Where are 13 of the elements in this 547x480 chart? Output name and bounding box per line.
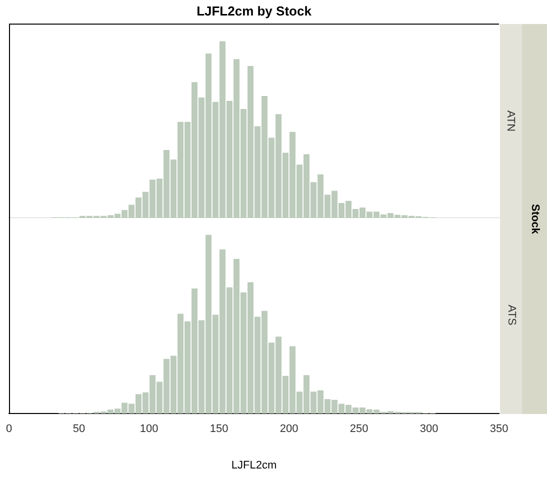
- x-tick-label: 300: [420, 423, 438, 436]
- x-tick-label: 100: [140, 423, 158, 436]
- text: Stock: [528, 204, 540, 234]
- x-tick-label: 0: [6, 423, 12, 436]
- x-axis-title: LJFL2cm: [231, 459, 277, 472]
- x-tick-label: 150: [210, 423, 228, 436]
- x-tick-label: 350: [490, 423, 508, 436]
- chart-title: LJFL2cm by Stock: [196, 3, 312, 18]
- x-tick-label: 200: [280, 423, 298, 436]
- y2-axis-title: ATN: [505, 110, 517, 132]
- x-tick-label: 250: [350, 423, 368, 436]
- y2-axis-title: ATS: [504, 305, 517, 326]
- x-tick-label: 50: [72, 423, 86, 436]
